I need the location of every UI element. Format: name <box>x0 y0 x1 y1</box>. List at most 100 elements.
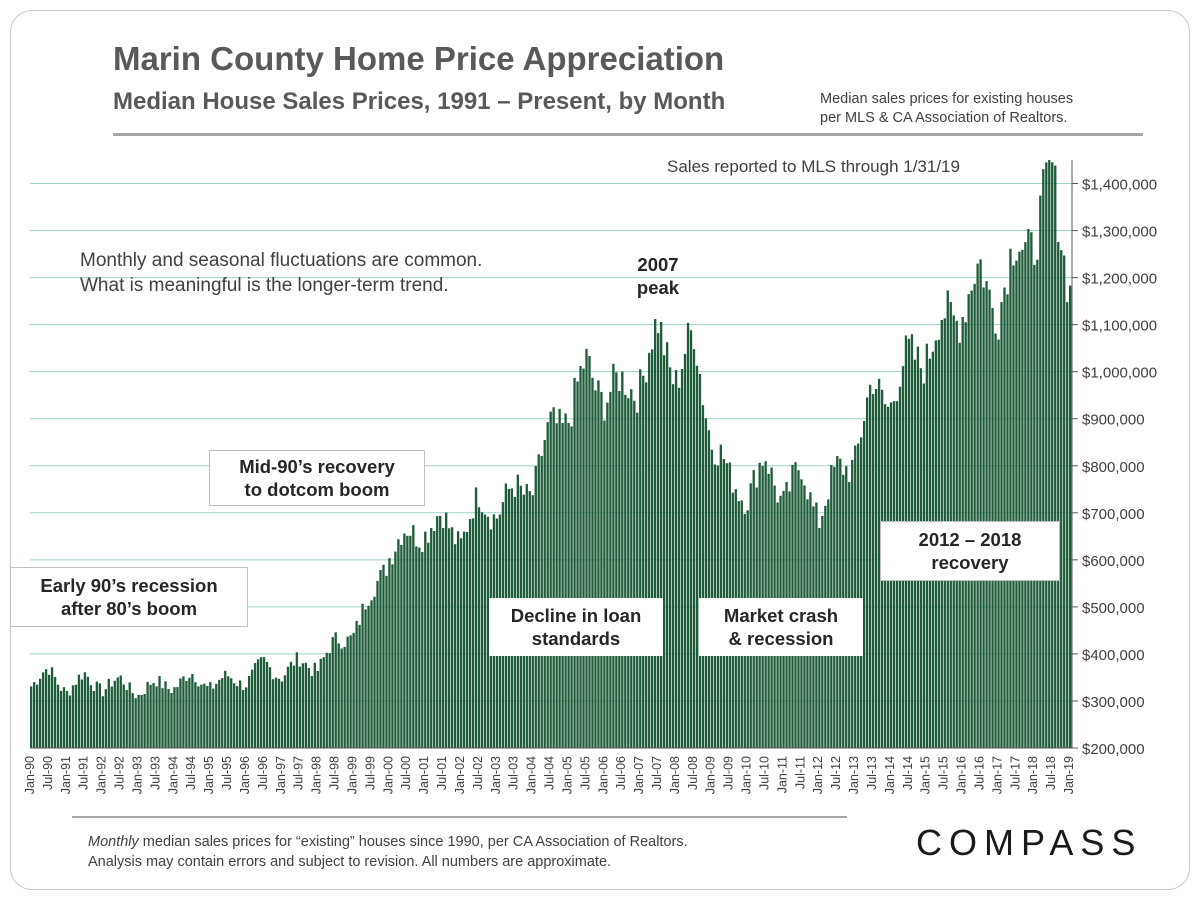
bar <box>50 667 54 748</box>
bar <box>976 263 979 748</box>
x-tick-label: Jul-13 <box>865 756 879 790</box>
x-tick-labels: Jan-90 Jul-90 Jan-91 Jul-91 Jan-92 Jul-92 Jan-… <box>23 756 1076 794</box>
bar <box>1036 259 1039 748</box>
bar <box>224 670 227 748</box>
bar <box>424 531 427 748</box>
bar <box>636 412 639 748</box>
bar <box>1039 195 1042 749</box>
bar <box>415 546 418 748</box>
bar <box>298 666 302 748</box>
y-tick-label: $200,000 <box>1082 741 1145 758</box>
bar <box>200 684 203 748</box>
bar <box>80 679 84 748</box>
x-tick-label: Jul-16 <box>972 756 986 790</box>
bar <box>453 544 457 748</box>
bar <box>30 686 33 748</box>
x-tick-label: Jan-99 <box>345 756 359 794</box>
bar <box>627 398 630 748</box>
bar <box>639 369 642 748</box>
bar <box>698 373 702 748</box>
bar <box>53 676 57 748</box>
x-tick-label: Jul-09 <box>722 756 736 790</box>
bar <box>686 322 690 748</box>
bar <box>107 678 110 748</box>
bar <box>164 681 167 748</box>
recovery-line-1: 2012 – 2018 <box>918 529 1022 550</box>
bar <box>134 698 137 748</box>
bar <box>221 678 224 748</box>
bar <box>468 519 472 748</box>
peak-label-line-2: peak <box>636 277 680 298</box>
x-tick-label: Jul-03 <box>507 756 521 790</box>
x-tick-label: Jul-95 <box>220 756 234 790</box>
bar <box>946 290 949 748</box>
bar <box>262 657 266 748</box>
bar <box>1009 248 1012 749</box>
bar <box>313 662 316 748</box>
mid90-recovery-box: Mid-90’s recovery to dotcom boom <box>209 450 425 506</box>
bar <box>1069 285 1072 748</box>
bar <box>1018 251 1021 748</box>
bar <box>546 422 549 748</box>
x-tick-label: Jul-06 <box>614 756 628 790</box>
fluctuation-note-line-2: What is meaningful is the longer-term tr… <box>80 275 449 296</box>
source-note-line-1: Median sales prices for existing houses <box>820 91 1074 107</box>
bar <box>430 528 433 748</box>
bar <box>146 681 149 748</box>
bar <box>1015 260 1018 748</box>
bar <box>621 371 624 748</box>
x-tick-label: Jan-91 <box>59 756 73 794</box>
bar <box>268 667 272 748</box>
x-tick-label: Jan-90 <box>23 756 37 794</box>
bar <box>241 690 245 748</box>
bar <box>573 377 576 748</box>
bar <box>47 674 51 748</box>
bar <box>370 600 373 748</box>
y-tick-label: $600,000 <box>1082 553 1145 570</box>
footnote: Monthly median sales prices for “existin… <box>88 832 688 872</box>
bar <box>445 512 448 748</box>
bar <box>871 394 875 748</box>
bar <box>334 632 337 748</box>
bar <box>38 678 42 748</box>
loan-line-2: standards <box>531 628 621 649</box>
bar <box>970 290 973 748</box>
recovery-2012-2018-box: 2012 – 2018 recovery <box>880 521 1060 581</box>
x-tick-label: Jul-01 <box>435 756 449 790</box>
bar <box>982 287 985 748</box>
bar <box>212 688 215 748</box>
bar <box>295 652 299 748</box>
bar <box>158 676 161 748</box>
x-tick-label: Jan-05 <box>560 756 574 794</box>
bar <box>110 686 113 748</box>
crash-line-2: & recession <box>728 628 834 649</box>
bar <box>582 368 585 748</box>
loan-line-1: Decline in loan <box>510 605 642 626</box>
x-tick-label: Jul-18 <box>1044 756 1058 790</box>
compass-logo: COMPASS <box>916 822 1143 863</box>
bar <box>567 422 570 748</box>
reported-note: Sales reported to MLS through 1/31/19 <box>667 157 960 176</box>
y-tick-label: $300,000 <box>1082 694 1145 711</box>
bar <box>176 687 179 748</box>
bar <box>868 384 872 748</box>
bar <box>128 682 131 748</box>
bar <box>247 675 251 748</box>
bars <box>30 160 1072 749</box>
bar <box>167 689 170 748</box>
bar <box>394 551 397 748</box>
x-tick-label: Jan-03 <box>489 756 503 794</box>
bar <box>985 281 988 748</box>
bar <box>719 444 723 748</box>
bar <box>988 289 991 748</box>
bar <box>352 632 355 748</box>
bar <box>1024 242 1027 749</box>
chart-subtitle: Median House Sales Prices, 1991 – Presen… <box>113 88 726 115</box>
bar <box>331 637 334 748</box>
peak-2007-label: 2007 peak <box>628 253 688 299</box>
bar <box>379 569 382 748</box>
bar <box>44 669 48 748</box>
bar <box>355 620 358 748</box>
bar <box>561 423 564 748</box>
